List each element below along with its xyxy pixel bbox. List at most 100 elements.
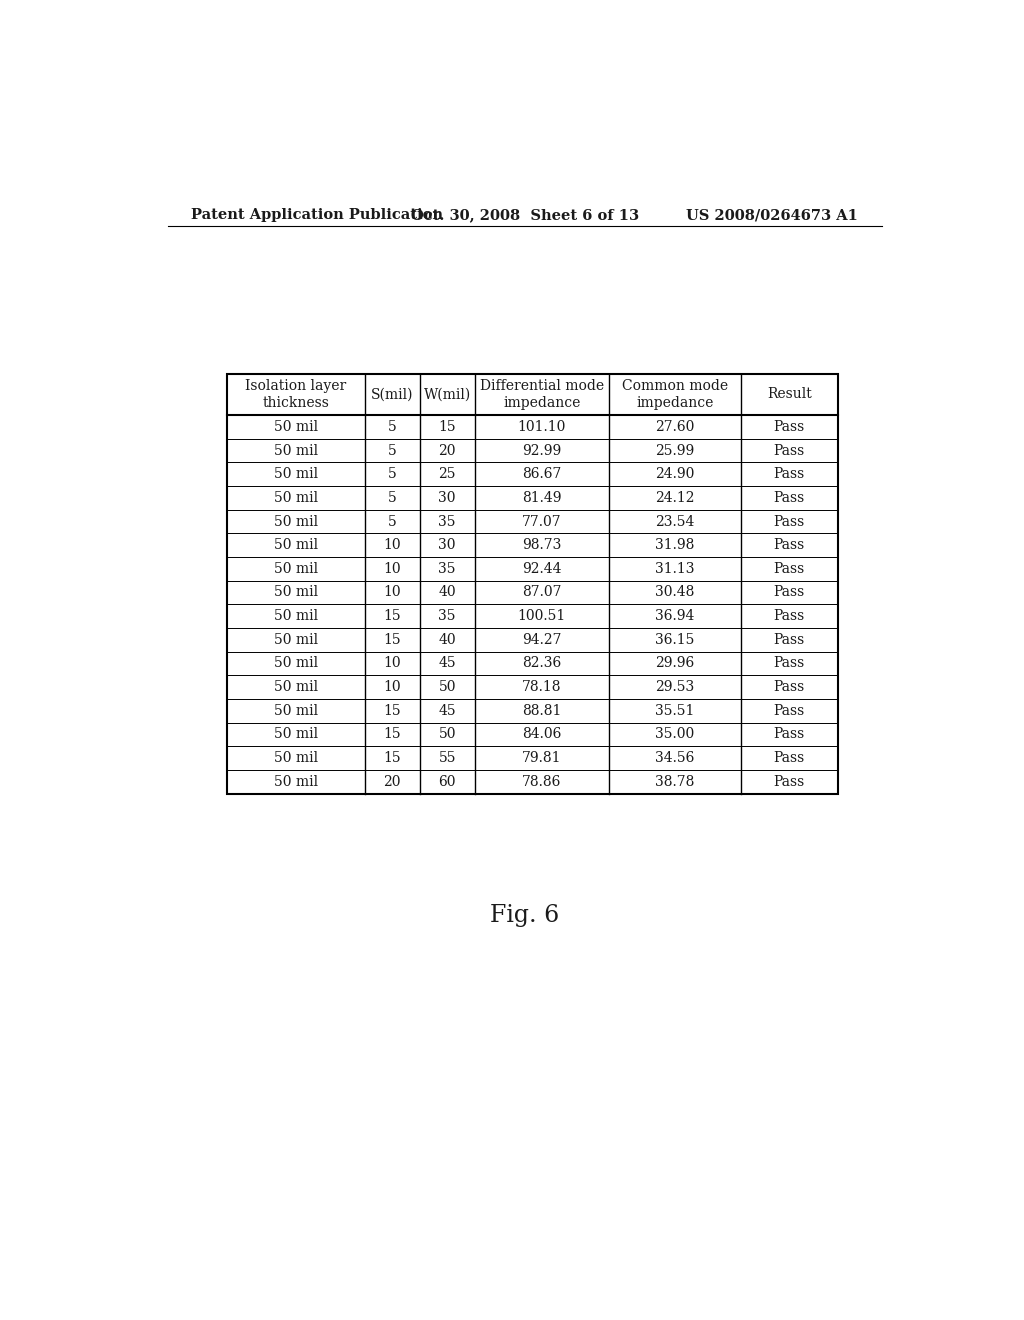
Text: Pass: Pass (774, 491, 805, 504)
Text: 15: 15 (383, 751, 401, 766)
Text: 25: 25 (438, 467, 456, 482)
Text: 15: 15 (438, 420, 456, 434)
Text: 100.51: 100.51 (518, 609, 566, 623)
Text: 5: 5 (388, 491, 396, 504)
Text: Differential mode
impedance: Differential mode impedance (480, 379, 604, 409)
Text: 79.81: 79.81 (522, 751, 561, 766)
Text: 50 mil: 50 mil (273, 632, 318, 647)
Text: Fig. 6: Fig. 6 (490, 904, 559, 927)
Text: Patent Application Publication: Patent Application Publication (191, 209, 443, 222)
Text: 50 mil: 50 mil (273, 656, 318, 671)
Text: 5: 5 (388, 467, 396, 482)
Text: Pass: Pass (774, 609, 805, 623)
Text: 50 mil: 50 mil (273, 539, 318, 552)
Text: 38.78: 38.78 (655, 775, 694, 789)
Text: 15: 15 (383, 632, 401, 647)
Text: 24.90: 24.90 (655, 467, 694, 482)
Text: 5: 5 (388, 515, 396, 528)
Text: 10: 10 (383, 656, 401, 671)
Text: 50 mil: 50 mil (273, 420, 318, 434)
Text: 50 mil: 50 mil (273, 515, 318, 528)
Text: 94.27: 94.27 (522, 632, 561, 647)
Text: 20: 20 (438, 444, 456, 458)
Text: 92.99: 92.99 (522, 444, 561, 458)
Text: 81.49: 81.49 (522, 491, 561, 504)
Text: 45: 45 (438, 656, 456, 671)
Text: 15: 15 (383, 609, 401, 623)
Text: Pass: Pass (774, 775, 805, 789)
Text: 15: 15 (383, 727, 401, 742)
Text: 98.73: 98.73 (522, 539, 561, 552)
Text: 82.36: 82.36 (522, 656, 561, 671)
Text: Pass: Pass (774, 562, 805, 576)
Text: 50 mil: 50 mil (273, 775, 318, 789)
Text: 78.86: 78.86 (522, 775, 561, 789)
Text: 50 mil: 50 mil (273, 609, 318, 623)
Text: Pass: Pass (774, 704, 805, 718)
Text: 60: 60 (438, 775, 456, 789)
Text: 5: 5 (388, 420, 396, 434)
Text: 36.15: 36.15 (655, 632, 694, 647)
Text: 15: 15 (383, 704, 401, 718)
Text: 30: 30 (438, 539, 456, 552)
Text: 40: 40 (438, 632, 456, 647)
Text: Pass: Pass (774, 751, 805, 766)
Text: 29.53: 29.53 (655, 680, 694, 694)
Text: 30: 30 (438, 491, 456, 504)
Text: Pass: Pass (774, 632, 805, 647)
Text: 35: 35 (438, 562, 456, 576)
Text: 101.10: 101.10 (518, 420, 566, 434)
Text: 84.06: 84.06 (522, 727, 561, 742)
Text: 24.12: 24.12 (655, 491, 694, 504)
Text: 31.98: 31.98 (655, 539, 694, 552)
Text: Pass: Pass (774, 444, 805, 458)
Text: 50 mil: 50 mil (273, 586, 318, 599)
Text: 20: 20 (383, 775, 401, 789)
Text: Pass: Pass (774, 656, 805, 671)
Text: 77.07: 77.07 (522, 515, 562, 528)
Text: 55: 55 (438, 751, 456, 766)
Text: 30.48: 30.48 (655, 586, 694, 599)
Text: 35.00: 35.00 (655, 727, 694, 742)
Text: 34.56: 34.56 (655, 751, 694, 766)
Text: 50: 50 (438, 680, 456, 694)
Text: 25.99: 25.99 (655, 444, 694, 458)
Text: 35: 35 (438, 515, 456, 528)
Text: 40: 40 (438, 586, 456, 599)
Text: 23.54: 23.54 (655, 515, 694, 528)
Text: Pass: Pass (774, 539, 805, 552)
Text: 50 mil: 50 mil (273, 562, 318, 576)
Text: 36.94: 36.94 (655, 609, 694, 623)
Text: 27.60: 27.60 (655, 420, 694, 434)
Text: 50 mil: 50 mil (273, 444, 318, 458)
Bar (227, 374, 839, 793)
Text: Common mode
impedance: Common mode impedance (622, 379, 728, 409)
Text: Pass: Pass (774, 680, 805, 694)
Text: Pass: Pass (774, 515, 805, 528)
Text: 86.67: 86.67 (522, 467, 561, 482)
Text: 88.81: 88.81 (522, 704, 561, 718)
Text: 45: 45 (438, 704, 456, 718)
Text: 50 mil: 50 mil (273, 704, 318, 718)
Text: 35.51: 35.51 (655, 704, 694, 718)
Text: 35: 35 (438, 609, 456, 623)
Text: 50 mil: 50 mil (273, 491, 318, 504)
Text: W(mil): W(mil) (424, 388, 471, 401)
Text: 50: 50 (438, 727, 456, 742)
Text: Pass: Pass (774, 586, 805, 599)
Text: 29.96: 29.96 (655, 656, 694, 671)
Text: US 2008/0264673 A1: US 2008/0264673 A1 (686, 209, 858, 222)
Text: 10: 10 (383, 680, 401, 694)
Text: 5: 5 (388, 444, 396, 458)
Text: 50 mil: 50 mil (273, 751, 318, 766)
Text: 50 mil: 50 mil (273, 727, 318, 742)
Text: Isolation layer
thickness: Isolation layer thickness (246, 379, 346, 409)
Text: 10: 10 (383, 539, 401, 552)
Text: 10: 10 (383, 586, 401, 599)
Text: Pass: Pass (774, 467, 805, 482)
Text: Pass: Pass (774, 420, 805, 434)
Text: 10: 10 (383, 562, 401, 576)
Text: Pass: Pass (774, 727, 805, 742)
Text: 92.44: 92.44 (522, 562, 561, 576)
Text: Oct. 30, 2008  Sheet 6 of 13: Oct. 30, 2008 Sheet 6 of 13 (411, 209, 639, 222)
